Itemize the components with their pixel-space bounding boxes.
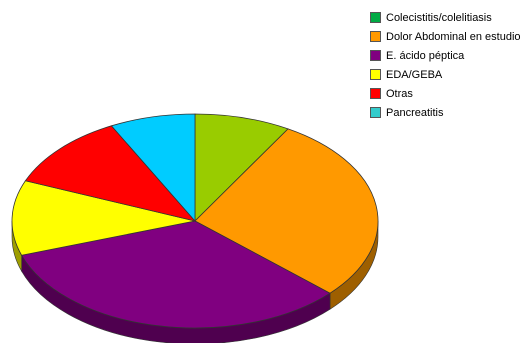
pie-slice <box>194 113 289 222</box>
pie-slice <box>194 128 379 294</box>
pie-slice <box>24 125 197 222</box>
legend-swatch <box>370 107 381 118</box>
legend-item: Pancreatitis <box>370 103 521 122</box>
legend-swatch <box>370 31 381 42</box>
legend-label: Otras <box>386 87 413 100</box>
legend-swatch <box>370 88 381 99</box>
legend-item: Dolor Abdominal en estudio <box>370 27 521 46</box>
legend-swatch <box>370 12 381 23</box>
legend-label: EDA/GEBA <box>386 68 443 81</box>
legend-swatch <box>370 50 381 61</box>
legend-label: Dolor Abdominal en estudio <box>386 30 521 43</box>
pie-slice <box>11 180 196 256</box>
legend-item: Colecistitis/colelitiasis <box>370 8 521 27</box>
legend-item: E. ácido péptica <box>370 46 521 65</box>
legend-label: Pancreatitis <box>386 106 444 119</box>
legend-item: Otras <box>370 84 521 103</box>
pie-top <box>11 113 379 329</box>
legend-swatch <box>370 69 381 80</box>
legend-item: EDA/GEBA <box>370 65 521 84</box>
legend-label: Colecistitis/colelitiasis <box>386 11 492 24</box>
pie-slice <box>110 113 196 223</box>
legend: Colecistitis/colelitiasis Dolor Abdomina… <box>370 8 521 122</box>
legend-label: E. ácido péptica <box>386 49 465 62</box>
pie-slice <box>21 220 331 329</box>
